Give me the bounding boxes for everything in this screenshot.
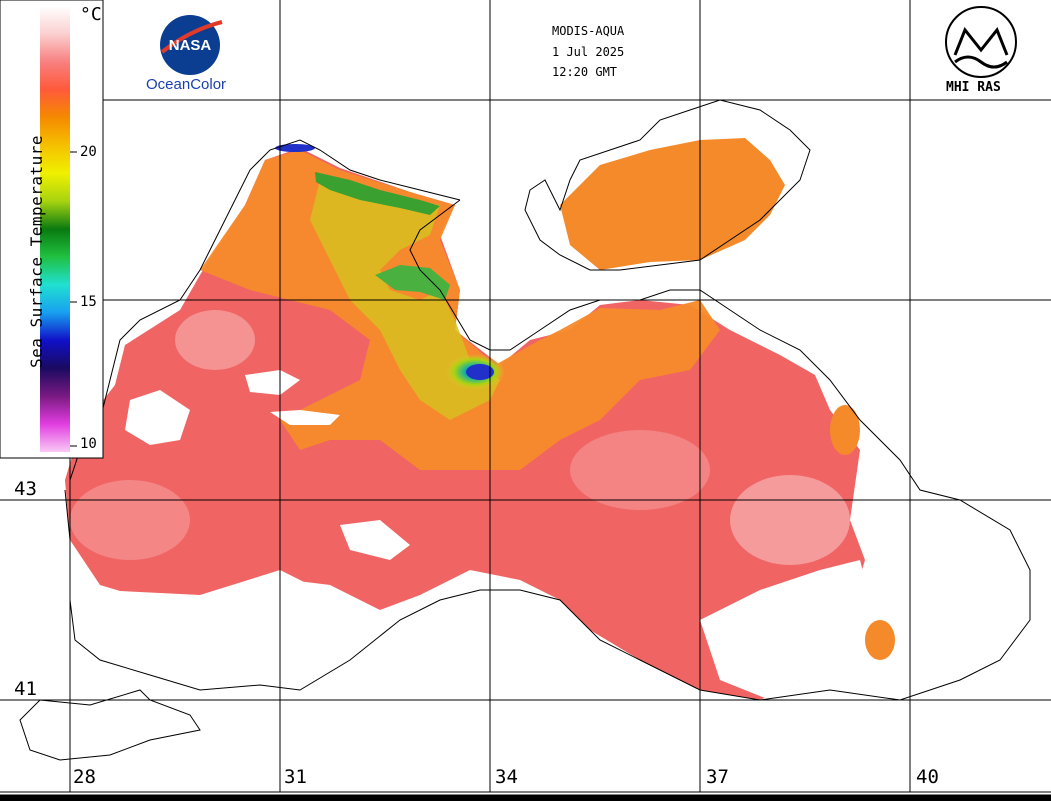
cloud-gap-south bbox=[340, 520, 410, 560]
colorbar-title: Sea Surface Temperature bbox=[27, 134, 46, 368]
lon-label-31: 31 bbox=[284, 766, 307, 788]
colorbar-tick-10: 10 bbox=[80, 436, 97, 452]
sensor-label: MODIS-AQUA bbox=[552, 24, 625, 38]
azov-sea bbox=[560, 138, 785, 270]
colorbar-tick-20: 20 bbox=[80, 144, 97, 160]
cloud-gap-west bbox=[125, 390, 190, 445]
time-label: 12:20 GMT bbox=[552, 65, 618, 79]
cloud-gap-center2 bbox=[270, 410, 340, 425]
lon-label-28: 28 bbox=[73, 766, 96, 788]
very-warm-west bbox=[175, 310, 255, 370]
oceancolor-label: OceanColor bbox=[146, 76, 227, 93]
very-warm-southwest bbox=[70, 480, 190, 560]
lon-label-37: 37 bbox=[706, 766, 729, 788]
nasa-logo: NASA bbox=[160, 15, 223, 75]
colorbar-gradient bbox=[40, 6, 70, 452]
date-label: 1 Jul 2025 bbox=[552, 45, 625, 59]
mhi-logo bbox=[945, 6, 1017, 78]
cold-upwelling-core bbox=[466, 364, 494, 380]
coastline bbox=[19, 99, 1031, 761]
very-warm-east bbox=[730, 475, 850, 565]
east-orange-patch bbox=[865, 620, 895, 660]
cloud-gap-center bbox=[245, 370, 300, 395]
cloud-gap-southeast bbox=[700, 560, 870, 700]
cloud-gap-southwest bbox=[80, 570, 380, 700]
green-crimea-west bbox=[375, 265, 450, 300]
very-warm-center bbox=[570, 430, 710, 510]
mhi-ras-label: MHI RAS bbox=[946, 80, 1001, 95]
colorbar-unit: °C bbox=[80, 4, 102, 25]
lat-label-41: 41 bbox=[14, 678, 37, 700]
lat-label-43: 43 bbox=[14, 478, 37, 500]
edge-ruler bbox=[0, 791, 1051, 801]
kerch-patch bbox=[830, 405, 860, 455]
green-coastal-strip bbox=[315, 172, 440, 215]
lon-label-34: 34 bbox=[495, 766, 518, 788]
lon-label-40: 40 bbox=[916, 766, 939, 788]
cold-spot-north bbox=[275, 144, 315, 152]
colorbar-tick-15: 15 bbox=[80, 294, 97, 310]
nasa-badge-text: NASA bbox=[169, 37, 212, 54]
